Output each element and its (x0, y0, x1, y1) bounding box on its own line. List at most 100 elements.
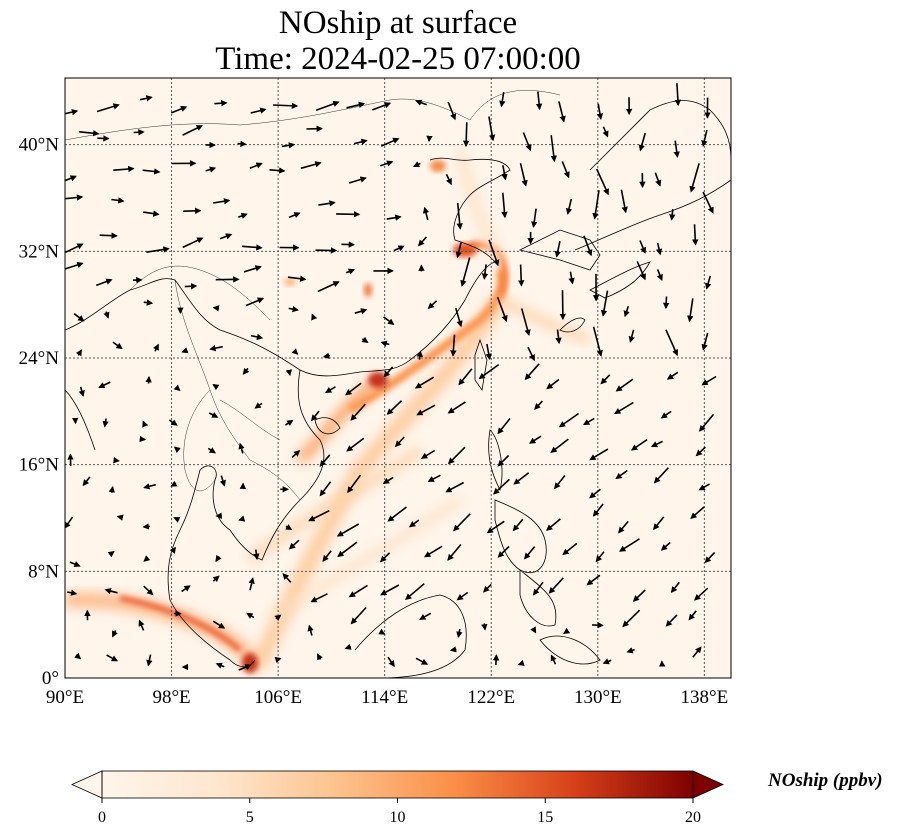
wind-arrow (336, 211, 361, 218)
wind-arrow (499, 91, 506, 108)
wind-arrow (380, 584, 400, 596)
wind-arrow (379, 552, 391, 563)
wind-arrow (617, 520, 629, 534)
wind-arrow (626, 647, 635, 654)
wind-arrow (284, 419, 294, 427)
wind-arrow (249, 162, 263, 170)
wind-arrow (212, 383, 220, 391)
wind-arrow (638, 132, 646, 152)
wind-arrow (445, 481, 465, 493)
country-borders (65, 90, 561, 501)
y-tick-label: 8°N (28, 561, 59, 582)
wind-arrow (116, 514, 124, 521)
wind-arrow (378, 628, 386, 635)
wind-arrow (322, 550, 332, 562)
wind-arrow (183, 207, 202, 215)
wind-arrow (143, 299, 154, 306)
wind-arrow (387, 656, 395, 668)
wind-arrow (550, 654, 557, 665)
wind-arrow (354, 308, 368, 315)
wind-arrow (238, 515, 246, 522)
colorbar-extend-max (692, 770, 724, 799)
wind-arrow (246, 612, 255, 619)
wind-arrow (65, 243, 84, 254)
wind-arrow (701, 129, 708, 147)
wind-arrow (288, 539, 300, 550)
wind-arrow (173, 516, 181, 523)
wind-arrow (182, 125, 203, 136)
wind-arrow (250, 107, 267, 114)
wind-arrow (248, 577, 255, 591)
wind-arrow (478, 363, 500, 380)
y-axis-tick-labels: 0° 8°N 16°N 24°N 32°N 40°N (19, 135, 60, 689)
wind-arrow (319, 454, 331, 467)
wind-arrow (307, 624, 314, 636)
wind-arrow (655, 242, 663, 256)
wind-arrow (630, 438, 648, 451)
wind-vectors (65, 83, 717, 671)
wind-arrow (143, 585, 154, 596)
wind-arrow (382, 476, 394, 484)
wind-arrow (701, 332, 709, 351)
wind-arrow (281, 142, 296, 149)
wind-arrow (219, 475, 226, 487)
wind-arrow (69, 561, 81, 568)
wind-arrow (383, 316, 395, 325)
wind-arrow (632, 589, 646, 602)
wind-arrow (447, 543, 462, 561)
wind-arrow (138, 619, 145, 631)
wind-arrow (311, 410, 320, 422)
wind-arrow (558, 101, 566, 123)
wind-arrow (595, 551, 605, 563)
wind-arrow (692, 224, 699, 246)
wind-arrow (427, 300, 438, 309)
wind-arrow (554, 241, 561, 258)
wind-arrow (308, 509, 330, 522)
wind-arrow (78, 386, 85, 397)
colorbar-ticks: 0 5 10 15 20 (98, 798, 701, 826)
wind-arrow (518, 264, 525, 287)
wind-arrow (394, 436, 405, 448)
x-tick-label: 98°E (152, 687, 190, 708)
wind-arrow (527, 346, 535, 362)
wind-arrow (535, 91, 543, 111)
wind-arrow (337, 541, 358, 558)
wind-arrow (353, 138, 368, 145)
wind-arrow (449, 646, 457, 653)
wind-arrow (615, 378, 634, 392)
wind-arrow (460, 257, 471, 287)
wind-arrow (653, 467, 669, 484)
wind-arrow (615, 469, 628, 480)
wind-arrow (181, 347, 189, 354)
wind-arrow (692, 646, 702, 658)
wind-arrow (243, 265, 262, 273)
wind-arrow (488, 239, 500, 267)
wind-arrow (512, 518, 524, 532)
wind-arrow (589, 488, 601, 499)
wind-arrow (445, 174, 452, 186)
wind-arrow (111, 197, 125, 204)
wind-arrow (670, 581, 680, 593)
wind-arrow (554, 475, 566, 490)
wind-arrow (173, 384, 181, 392)
wind-arrow (65, 516, 74, 529)
wind-arrow (695, 446, 706, 457)
wind-arrow (563, 627, 571, 635)
wind-arrow (623, 305, 630, 318)
wind-arrow (453, 513, 471, 532)
wind-arrow (146, 654, 153, 667)
wind-arrow (555, 329, 562, 345)
colorbar-extend-min (71, 770, 103, 799)
wind-arrow (108, 485, 115, 493)
wind-arrow (698, 413, 715, 432)
wind-arrow (317, 281, 340, 293)
wind-arrow (485, 343, 492, 361)
wind-arrow (274, 614, 282, 622)
wind-arrow (690, 506, 705, 520)
colorbar-gradient (102, 771, 693, 798)
wind-arrow (420, 449, 436, 459)
wind-arrow (450, 334, 457, 357)
wind-arrow (520, 308, 531, 337)
wind-arrow (291, 348, 299, 355)
